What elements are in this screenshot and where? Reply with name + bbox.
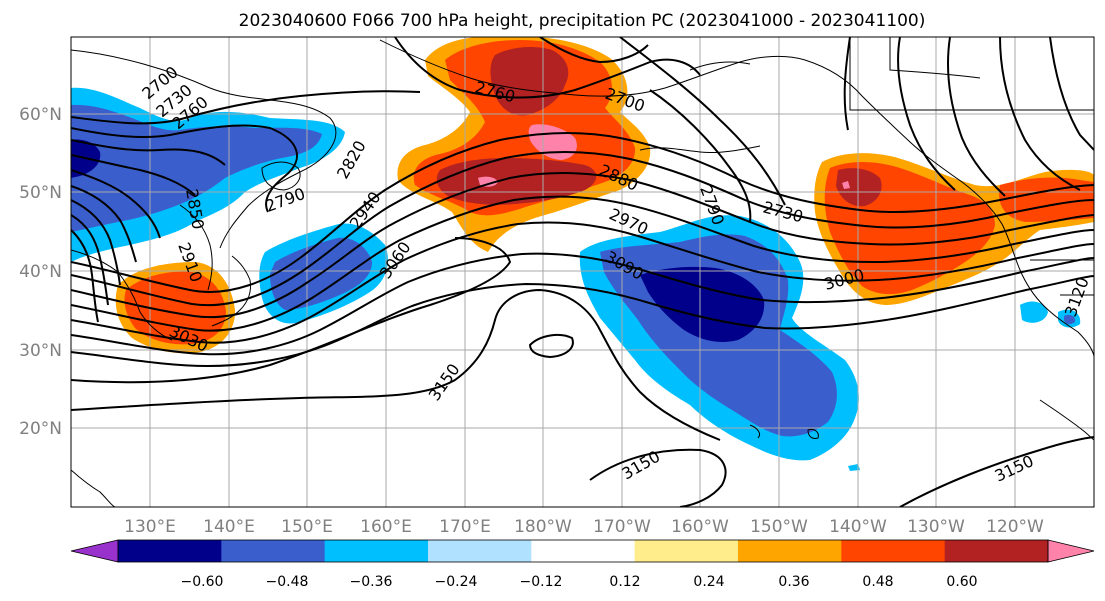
colorbar-segment [944, 540, 1049, 562]
longitude-labels: 130°E 140°E 150°E 160°E 170°E 180°W 170°… [124, 517, 1044, 537]
latitude-labels: 60°N 50°N 40°N 30°N 20°N [19, 105, 62, 439]
lat-label: 50°N [19, 183, 62, 203]
negative-anomaly-region [848, 464, 860, 471]
colorbar-segment [531, 540, 636, 562]
colorbar [70, 539, 1095, 563]
colorbar-tick-label: −0.60 [181, 574, 224, 590]
colorbar-tick-label: −0.24 [435, 574, 478, 590]
colorbar-segment [324, 540, 429, 562]
lat-label: 60°N [19, 105, 62, 125]
colorbar-segment [221, 540, 326, 562]
colorbar-tick-label: 0.36 [778, 574, 809, 590]
lon-label: 160°E [360, 517, 412, 537]
colorbar-segment [118, 540, 222, 562]
lat-label: 40°N [19, 262, 62, 282]
figure-title: 2023040600 F066 700 hPa height, precipit… [239, 11, 926, 31]
lon-label: 140°E [203, 517, 255, 537]
contour-labels: 2700 2730 2760 2790 2820 2850 2880 2910 … [138, 62, 1092, 485]
lon-label: 150°E [281, 517, 333, 537]
lon-label: 140°W [829, 517, 887, 537]
positive-anomaly-region [478, 176, 498, 187]
colorbar-ticks: −0.60 −0.48 −0.36 −0.24 −0.12 0.12 0.24 … [181, 574, 978, 590]
colorbar-tick-label: −0.48 [266, 574, 309, 590]
lon-label: 180°W [514, 517, 572, 537]
lon-label: 130°W [907, 517, 965, 537]
colorbar-segment [841, 540, 946, 562]
map-frame [70, 36, 1095, 508]
lon-label: 160°W [671, 517, 729, 537]
colorbar-extend-min [70, 539, 119, 563]
colorbar-tick-label: −0.12 [520, 574, 563, 590]
colorbar-tick-label: 0.24 [693, 574, 724, 590]
colorbar-tick-label: −0.36 [350, 574, 393, 590]
lon-label: 170°W [593, 517, 651, 537]
lat-label: 20°N [19, 419, 62, 439]
lon-label: 170°E [439, 517, 491, 537]
map-panel: 2700 2730 2760 2790 2820 2850 2880 2910 … [71, 37, 1094, 507]
positive-anomaly-region [436, 158, 597, 205]
colorbar-extend-max [1047, 539, 1095, 563]
graticule [71, 37, 1094, 507]
negative-anomaly-region [1064, 314, 1076, 325]
colorbar-segment [738, 540, 842, 562]
colorbar-tick-label: 0.60 [946, 574, 977, 590]
colorbar-segment [428, 540, 532, 562]
lon-label: 150°W [750, 517, 808, 537]
colorbar-segment [634, 540, 739, 562]
lon-label: 120°W [986, 517, 1044, 537]
lat-label: 30°N [19, 341, 62, 361]
negative-anomaly-region [1020, 301, 1048, 323]
positive-anomaly-region [836, 168, 882, 207]
height-contours [71, 37, 1094, 507]
positive-anomaly-region [999, 177, 1094, 222]
positive-anomaly-region [842, 181, 850, 189]
coastlines [71, 37, 1094, 507]
colorbar-frame [117, 539, 1049, 563]
colorbar-tick-label: 0.12 [609, 574, 640, 590]
colorbar-tick-label: 0.48 [862, 574, 893, 590]
lon-label: 130°E [124, 517, 176, 537]
